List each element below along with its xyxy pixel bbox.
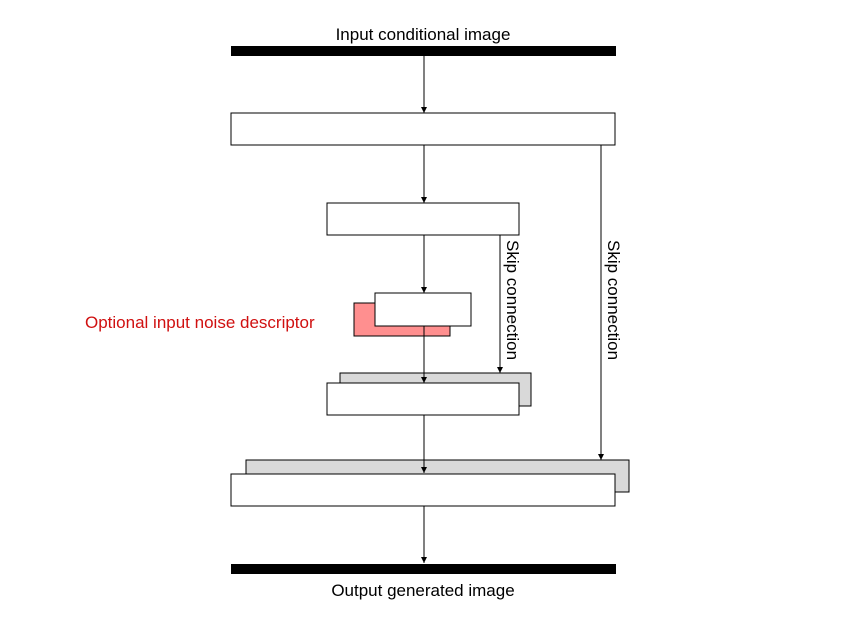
skip-connection-inner-label: Skip connection: [503, 240, 522, 360]
output-label: Output generated image: [331, 581, 514, 600]
encoder-block-1: [230, 112, 616, 146]
output-image-bar: [231, 564, 616, 574]
input-label: Input conditional image: [336, 25, 511, 44]
decoder-block-1: [230, 473, 616, 507]
decoder-block-2: [326, 382, 520, 416]
encoder-block-2: [326, 202, 520, 236]
noise-descriptor-label: Optional input noise descriptor: [85, 313, 315, 332]
skip-connection-outer-label: Skip connection: [604, 240, 623, 360]
bottleneck-block: [374, 292, 472, 327]
input-image-bar: [231, 46, 616, 56]
